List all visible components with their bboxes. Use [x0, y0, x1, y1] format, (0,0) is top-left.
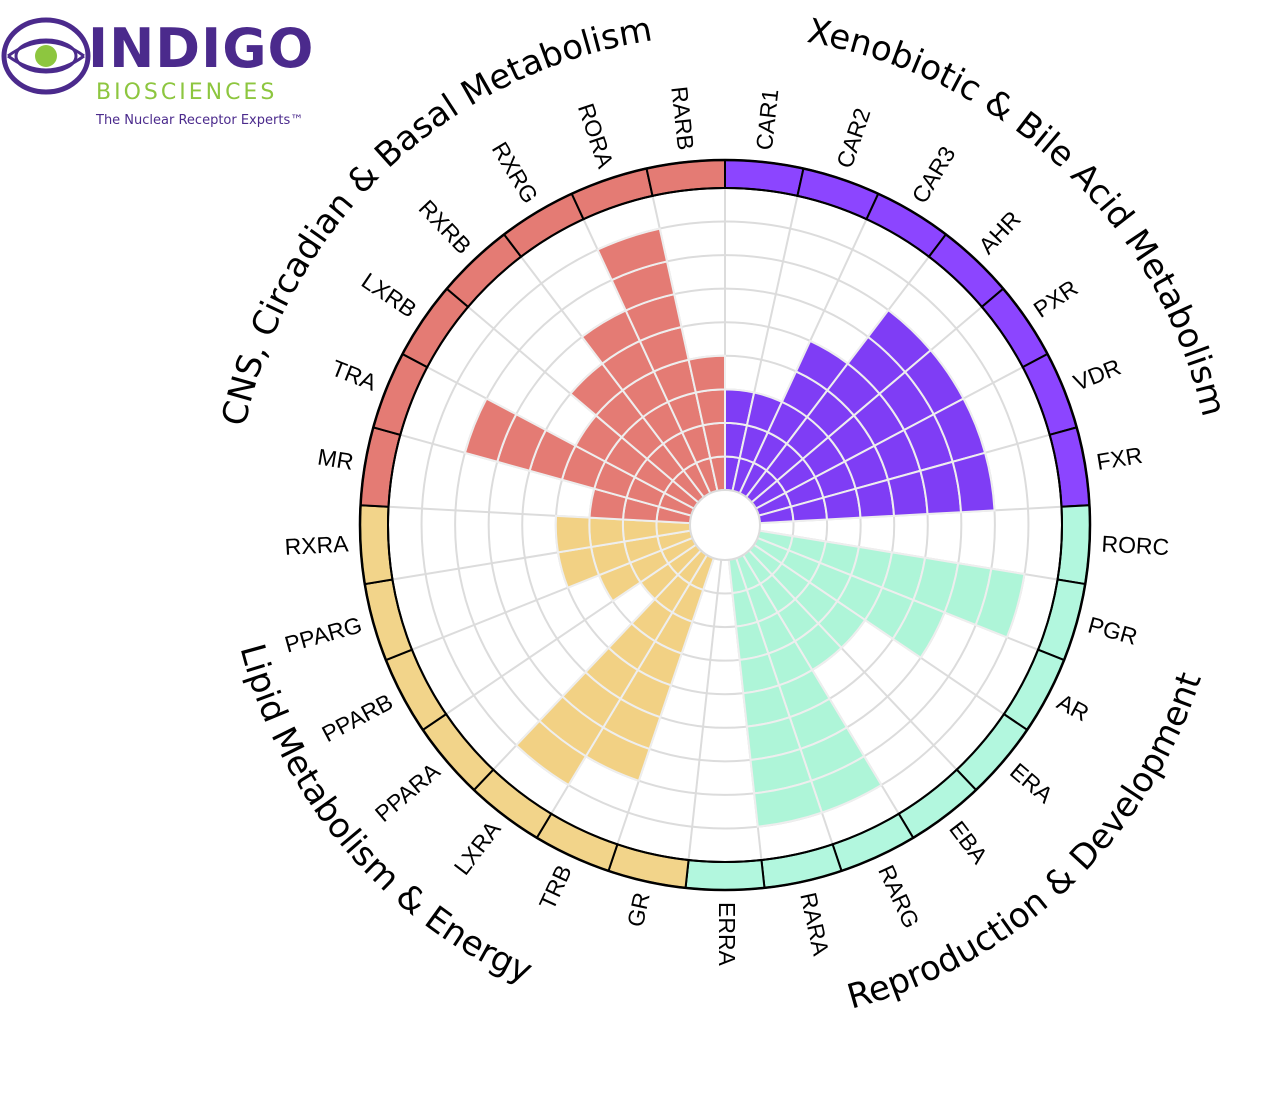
- tick-label-pparg: PPARG: [282, 611, 365, 657]
- tick-label-car2: CAR2: [831, 105, 875, 171]
- tick-label-gr: GR: [622, 890, 655, 929]
- tick-label-rxra: RXRA: [284, 530, 350, 559]
- bar-cell: [753, 779, 824, 828]
- bar-rara: [727, 556, 824, 828]
- tick-label-rxrb: RXRB: [414, 195, 477, 259]
- tick-label-ppara: PPARA: [370, 757, 445, 827]
- bar-cell: [596, 227, 669, 282]
- tick-label-era: ERA: [1005, 758, 1058, 809]
- logo-name: INDIGO: [88, 17, 315, 80]
- bar-fxr: [757, 451, 996, 525]
- tick-label-vdr: VDR: [1070, 354, 1125, 396]
- bar-ahr: [744, 308, 933, 504]
- bar-rxrb: [569, 362, 706, 504]
- ring-segment-erra: [684, 858, 766, 891]
- tick-label-lxrb: LXRB: [357, 267, 421, 322]
- bar-cell: [514, 719, 588, 787]
- tick-label-erra: ERRA: [714, 902, 740, 967]
- tick-label-pxr: PXR: [1029, 275, 1083, 323]
- bar-lxrb: [574, 414, 700, 510]
- tick-label-fxr: FXR: [1095, 442, 1145, 475]
- tick-label-trb: TRB: [534, 861, 577, 914]
- tick-label-rorc: RORC: [1101, 531, 1170, 561]
- tick-label-rarg: RARG: [873, 861, 924, 932]
- bar-cell: [974, 567, 1026, 639]
- tick-label-mr: MR: [316, 443, 356, 474]
- logo-globe-icon: [1, 17, 91, 95]
- tick-label-car3: CAR3: [907, 142, 961, 208]
- logo-subtitle: BIOSCIENCES: [96, 80, 278, 105]
- ring-outer-border: [358, 158, 1092, 892]
- tick-label-rxrg: RXRG: [487, 137, 544, 207]
- center-hole: [689, 489, 761, 561]
- bar-cell: [951, 451, 996, 514]
- ring-inner-border: [387, 187, 1063, 863]
- bar-rarg: [734, 553, 883, 814]
- tick-label-pgr: PGR: [1085, 611, 1140, 649]
- tick-label-car1: CAR1: [751, 88, 783, 152]
- bar-pxr: [750, 348, 965, 510]
- tick-label-eba: EBA: [944, 816, 993, 869]
- bar-car3: [738, 339, 850, 499]
- bar-cell: [463, 397, 518, 464]
- tick-label-lxra: LXRA: [449, 816, 506, 880]
- bar-lxra: [514, 548, 709, 787]
- bar-cell: [554, 514, 593, 554]
- bar-rarb: [687, 354, 726, 493]
- bar-pgr: [756, 529, 1026, 639]
- bar-pparb: [597, 536, 698, 603]
- tick-label-rora: RORA: [573, 100, 619, 172]
- indigo-logo: INDIGO BIOSCIENCES The Nuclear Receptor …: [0, 0, 320, 140]
- tick-label-ahr: AHR: [973, 206, 1025, 259]
- bar-pparg: [556, 529, 694, 589]
- bar-ar: [752, 536, 946, 660]
- bar-cell: [891, 598, 946, 660]
- logo-tagline: The Nuclear Receptor Experts™: [96, 113, 304, 128]
- bar-cell: [687, 354, 726, 394]
- tick-label-tra: TRA: [328, 355, 381, 396]
- tick-label-ar: AR: [1053, 688, 1093, 726]
- tick-label-rara: RARA: [795, 890, 834, 959]
- tick-label-rarb: RARB: [666, 85, 699, 151]
- grid-spoke: [687, 559, 723, 861]
- tick-label-pparb: PPARB: [318, 688, 398, 747]
- bar-cell: [588, 516, 626, 549]
